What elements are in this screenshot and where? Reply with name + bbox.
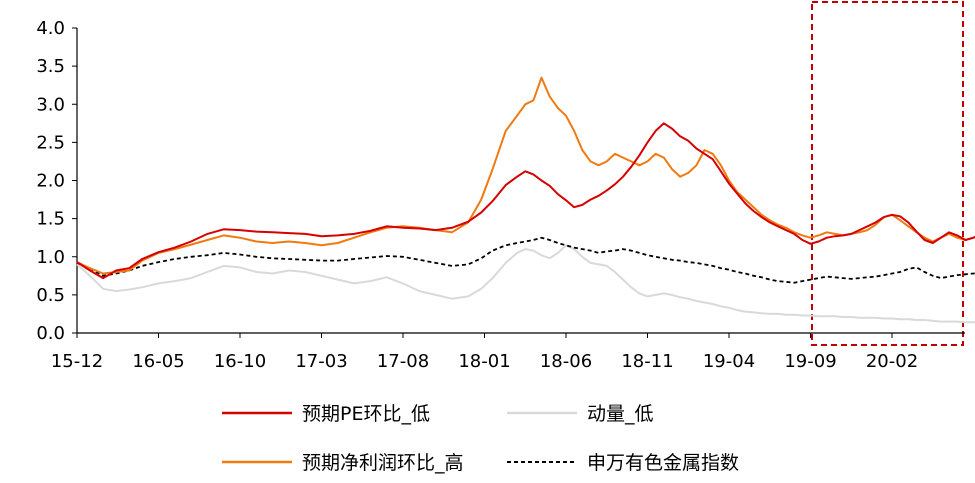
- x-tick-label: 16-05: [132, 351, 184, 372]
- axes: 0.0 0.5 1.0 1.5 2.0 2.5 3.0 3.5 4.0 15-12 16-05 16-…: [36, 18, 965, 372]
- x-tick-label: 18-01: [458, 351, 510, 372]
- y-tick-label: 0.5: [36, 285, 65, 306]
- y-tick-label: 2.5: [36, 132, 65, 153]
- legend-label-4: 申万有色金属指数: [587, 452, 739, 474]
- x-tick-label: 18-11: [621, 351, 673, 372]
- legend-label-2: 动量_低: [587, 403, 654, 425]
- y-tick-label: 1.0: [36, 247, 65, 268]
- x-tick-label: 19-09: [784, 351, 836, 372]
- y-tick-label: 3.5: [36, 56, 65, 77]
- x-tick-label: 19-04: [703, 351, 755, 372]
- series-line-4: [76, 236, 975, 284]
- x-tick-label: 15-12: [51, 351, 103, 372]
- y-tick-label: 2.0: [36, 171, 65, 192]
- legend-label-3: 预期净利润环比_高: [302, 452, 464, 474]
- y-tick-label: 1.5: [36, 209, 65, 230]
- x-tick-label: 17-08: [377, 351, 429, 372]
- highlight-box: [811, 1, 964, 346]
- x-tick-label: 17-03: [295, 351, 347, 372]
- x-tick-label: 20-02: [866, 351, 918, 372]
- legend-label-1: 预期PE环比_低: [302, 403, 430, 425]
- x-tick-label: 18-06: [540, 351, 592, 372]
- y-tick-label: 3.0: [36, 94, 65, 115]
- y-tick-label: 4.0: [36, 18, 65, 39]
- highlight-region-layer: [811, 1, 964, 346]
- y-tick-label: 0.0: [36, 323, 65, 344]
- series-line-3: [76, 76, 975, 275]
- series-line-1: [76, 122, 975, 280]
- x-tick-label: 16-10: [214, 351, 266, 372]
- series-lines: [76, 76, 975, 324]
- series-line-2: [76, 244, 975, 324]
